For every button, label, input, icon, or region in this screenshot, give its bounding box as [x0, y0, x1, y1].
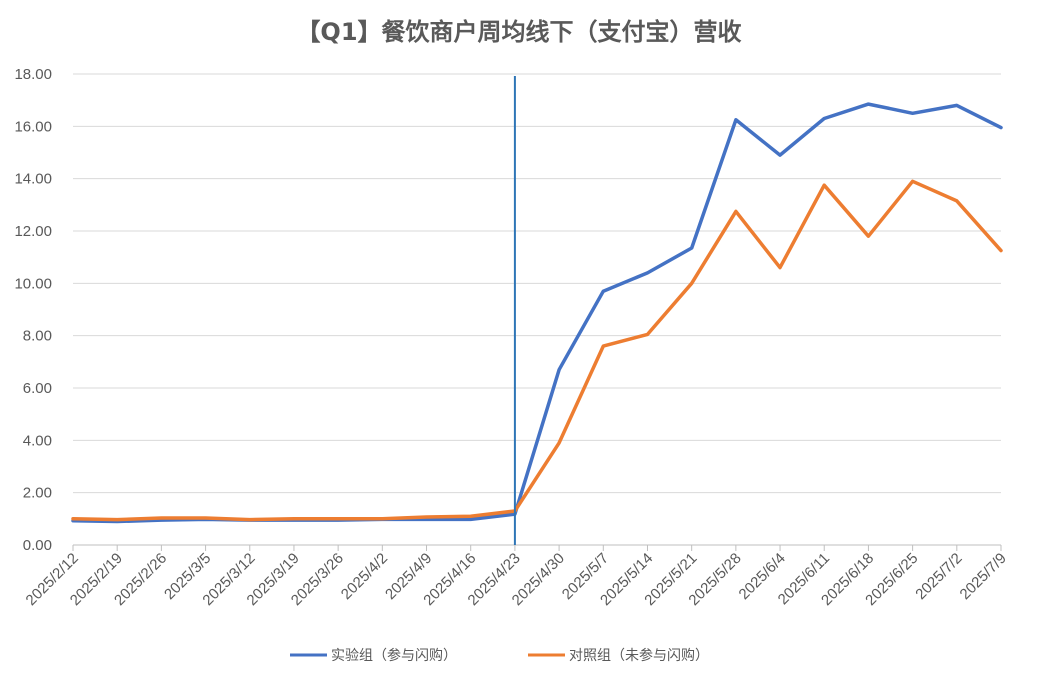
- y-tick-label: 16.00: [14, 118, 52, 135]
- x-tick-label: 2025/7/2: [912, 550, 965, 603]
- legend-item-control: 对照组（未参与闪购）: [528, 647, 709, 664]
- x-axis-ticks: 2025/2/122025/2/192025/2/262025/3/52025/…: [23, 545, 1010, 609]
- y-tick-label: 18.00: [14, 66, 52, 83]
- y-tick-label: 6.00: [23, 380, 52, 397]
- y-tick-label: 10.00: [14, 275, 52, 292]
- series-line-treatment: [71, 102, 1003, 524]
- grid-lines: [73, 73, 1001, 546]
- y-tick-label: 14.00: [14, 171, 52, 188]
- y-tick-label: 2.00: [23, 485, 52, 502]
- y-tick-label: 4.00: [23, 432, 52, 449]
- y-tick-label: 0.00: [23, 537, 52, 554]
- legend: 实验组（参与闪购） 对照组（未参与闪购）: [290, 647, 709, 664]
- legend-item-treatment: 实验组（参与闪购）: [290, 647, 457, 664]
- chart-title: 【Q1】餐饮商户周均线下（支付宝）营收: [296, 18, 741, 46]
- legend-label-control: 对照组（未参与闪购）: [569, 647, 709, 664]
- x-tick-label: 2025/4/2: [338, 550, 391, 603]
- series-line-control: [71, 179, 1003, 522]
- y-axis-ticks: 0.00 2.00 4.00 6.00 8.00 10.00 12.00 14.00 16.00…: [14, 66, 52, 554]
- y-tick-label: 8.00: [23, 328, 52, 345]
- legend-label-treatment: 实验组（参与闪购）: [331, 647, 457, 664]
- x-tick-label: 2025/7/9: [957, 550, 1010, 603]
- y-tick-label: 12.00: [14, 223, 52, 240]
- series-lines: [71, 76, 1003, 545]
